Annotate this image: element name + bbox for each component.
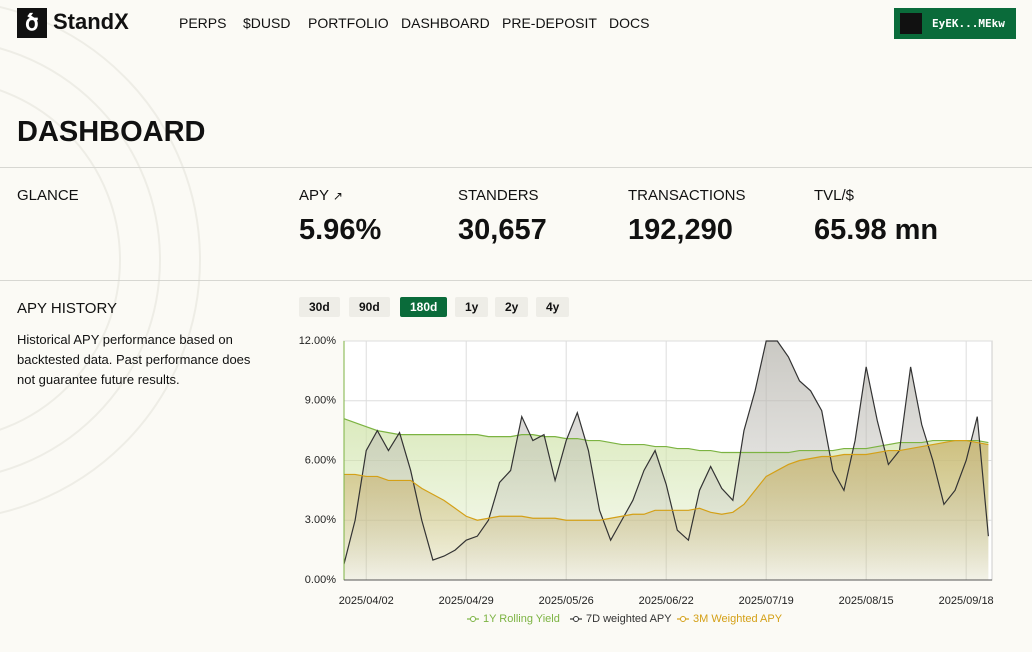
legend-marker [470, 616, 476, 622]
legend-marker [573, 616, 579, 622]
range-chip[interactable]: 180d [400, 297, 448, 317]
wallet-button[interactable]: EyEK...MEkw [894, 8, 1016, 39]
range-chip[interactable]: 2y [495, 297, 529, 317]
apy-chart: 0.00% 3.00% 6.00% 9.00% 12.00% 2025/04/02 2025… [299, 335, 994, 625]
line [343, 340, 989, 565]
x-tick-label: 2025/04/29 [439, 595, 494, 607]
description: Historical APY performance based on back… [17, 332, 251, 387]
separator [0, 167, 1032, 168]
section-label: GLANCE [17, 187, 79, 204]
x-tick-label: 2025/04/02 [339, 595, 394, 607]
wallet-icon [900, 13, 922, 34]
x-tick-label: 2025/08/15 [839, 595, 894, 607]
section-label: APY HISTORY [17, 300, 118, 317]
stat-value: 65.98 mn [814, 214, 939, 246]
page-title: DASHBOARD [17, 116, 206, 148]
y-tick-label: 3.00% [305, 514, 336, 526]
line [344, 439, 989, 521]
stat-label-text: APY [299, 187, 329, 204]
legend-label: 7D weighted APY [586, 613, 672, 625]
logo-icon[interactable]: ծ [17, 8, 47, 38]
range-chip[interactable]: 30d [299, 297, 340, 317]
stat-label: TVL/$ [814, 187, 855, 204]
range-chip[interactable]: 1y [455, 297, 489, 317]
stat-value: 5.96% [299, 214, 382, 246]
y-tick-label: 12.00% [299, 335, 337, 347]
stat-label: APY ↗ [299, 187, 343, 204]
logo[interactable]: StandX [53, 9, 129, 34]
nav-link[interactable]: DASHBOARD [401, 15, 490, 31]
external-icon[interactable]: ↗ [332, 189, 343, 203]
separator [0, 280, 1032, 281]
x-tick-label: 2025/09/18 [939, 595, 994, 607]
nav-link[interactable]: PRE-DEPOSIT [502, 15, 597, 31]
range-chip[interactable]: 4y [536, 297, 570, 317]
wallet-address: EyEK...MEkw [932, 17, 1005, 30]
line [343, 418, 989, 454]
x-tick-label: 2025/05/26 [539, 595, 594, 607]
y-tick-label: 0.00% [305, 574, 336, 586]
background-decor [0, 6, 201, 514]
legend-label: 3M Weighted APY [693, 613, 783, 625]
nav-link[interactable]: PERPS [179, 15, 227, 31]
stat-value: 192,290 [628, 214, 733, 246]
x-tick-label: 2025/06/22 [639, 595, 694, 607]
range-chip[interactable]: 90d [349, 297, 390, 317]
stat-label: TRANSACTIONS [628, 187, 746, 204]
y-tick-label: 9.00% [305, 395, 336, 407]
nav-link[interactable]: DOCS [609, 15, 650, 31]
nav-link[interactable]: $DUSD [243, 15, 291, 31]
stat-value: 30,657 [458, 214, 547, 246]
legend-marker [680, 616, 686, 622]
x-tick-label: 2025/07/19 [739, 595, 794, 607]
nav-link[interactable]: PORTFOLIO [308, 15, 389, 31]
legend-label: 1Y Rolling Yield [483, 613, 560, 625]
stat-label: STANDERS [458, 187, 539, 204]
y-tick-label: 6.00% [305, 454, 336, 466]
